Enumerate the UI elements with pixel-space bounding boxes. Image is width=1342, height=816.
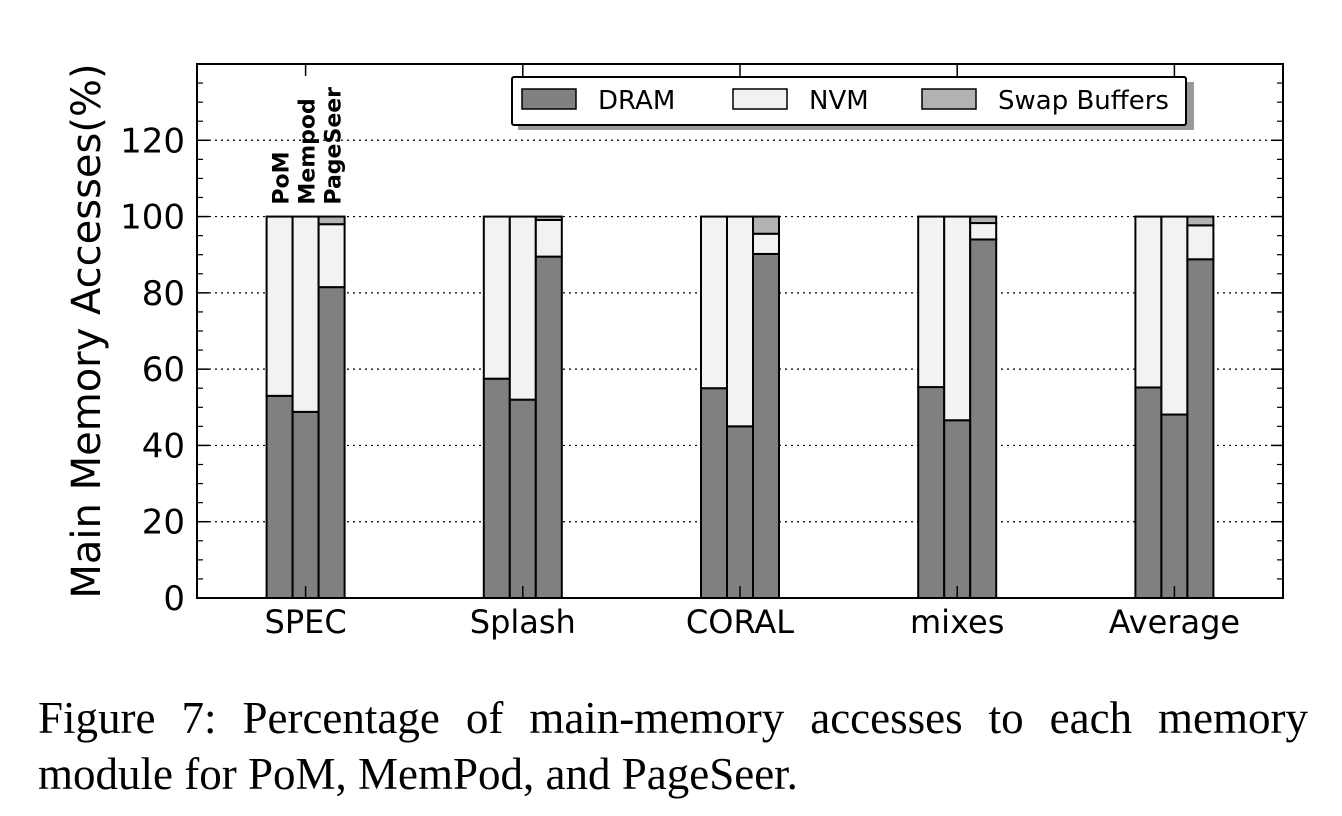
y-axis-label: Main Memory Accesses(%) <box>64 63 110 598</box>
legend-swatch <box>921 88 977 110</box>
bar-nvm <box>726 215 754 428</box>
bar-dram <box>291 410 320 599</box>
bar-swap-buffers <box>969 215 998 225</box>
bar-swap-buffers <box>534 215 563 222</box>
bar-dram <box>1160 413 1189 600</box>
x-tick-label: Splash <box>470 603 576 641</box>
bar-nvm <box>1186 224 1215 261</box>
bar-dram <box>534 255 563 599</box>
bars <box>265 215 1215 600</box>
figure-caption: Figure 7: Percentage of main-memory acce… <box>38 693 1308 799</box>
bar-nvm <box>943 215 972 422</box>
x-tick-label: SPEC <box>265 603 347 641</box>
y-tick-label: 80 <box>142 274 185 314</box>
scheme-labels: PoM Mempod PageSeer <box>270 87 347 205</box>
bar-dram <box>482 377 511 599</box>
bar-nvm <box>1160 215 1189 416</box>
bar-dram <box>508 398 537 599</box>
legend-box <box>511 76 1187 126</box>
y-tick-labels: 0 20 40 60 80 100 120 <box>120 121 185 619</box>
axis-ticks <box>197 64 1283 599</box>
y-tick-label: 0 <box>163 579 185 619</box>
bar-swap-buffers <box>752 215 780 235</box>
scheme-label: Mempod <box>296 98 321 204</box>
y-tick-label: 60 <box>142 350 185 390</box>
legend-label: Swap Buffers <box>998 86 1169 116</box>
x-tick-label: CORAL <box>686 603 794 641</box>
bar-dram <box>1186 258 1215 599</box>
legend: DRAM NVM Swap Buffers <box>511 76 1194 130</box>
y-tick-label: 20 <box>142 503 185 543</box>
x-tick-label: mixes <box>910 603 1004 641</box>
bar-dram <box>317 286 346 599</box>
bar-dram <box>969 238 998 599</box>
stacked-bar-chart: 0 20 40 60 80 100 120 SPEC Splash CORAL mixes Aver… <box>64 63 1284 641</box>
bar-nvm <box>508 215 537 401</box>
bar-swap-buffers <box>317 215 346 226</box>
scheme-label: PoM <box>270 151 295 204</box>
scheme-label: PageSeer <box>322 87 347 205</box>
x-tick-labels: SPEC Splash CORAL mixes Average <box>265 603 1241 641</box>
bar-swap-buffers <box>1186 215 1215 227</box>
bar-nvm <box>482 215 511 380</box>
bar-nvm <box>291 215 320 413</box>
bar-dram <box>265 394 294 600</box>
bar-nvm <box>752 232 780 255</box>
bar-nvm <box>969 222 998 241</box>
bar-dram <box>917 386 946 599</box>
bar-dram <box>726 425 754 599</box>
bar-dram <box>700 387 728 600</box>
y-tick-label: 120 <box>120 121 185 161</box>
bar-dram <box>943 419 972 599</box>
legend-label: DRAM <box>598 86 675 116</box>
legend-swatch <box>732 88 788 110</box>
y-tick-label: 40 <box>142 426 185 466</box>
bar-dram <box>1134 386 1163 599</box>
y-tick-label: 100 <box>120 198 185 238</box>
legend-label: NVM <box>809 86 869 116</box>
bar-nvm <box>1134 215 1163 389</box>
bar-nvm <box>265 215 294 397</box>
grid-lines <box>197 139 1283 523</box>
bar-nvm <box>317 223 346 289</box>
bar-nvm <box>700 215 728 390</box>
bar-nvm <box>917 215 946 389</box>
legend-swatch <box>521 88 577 110</box>
bar-dram <box>752 252 780 600</box>
bar-nvm <box>534 219 563 258</box>
x-tick-label: Average <box>1109 603 1240 641</box>
